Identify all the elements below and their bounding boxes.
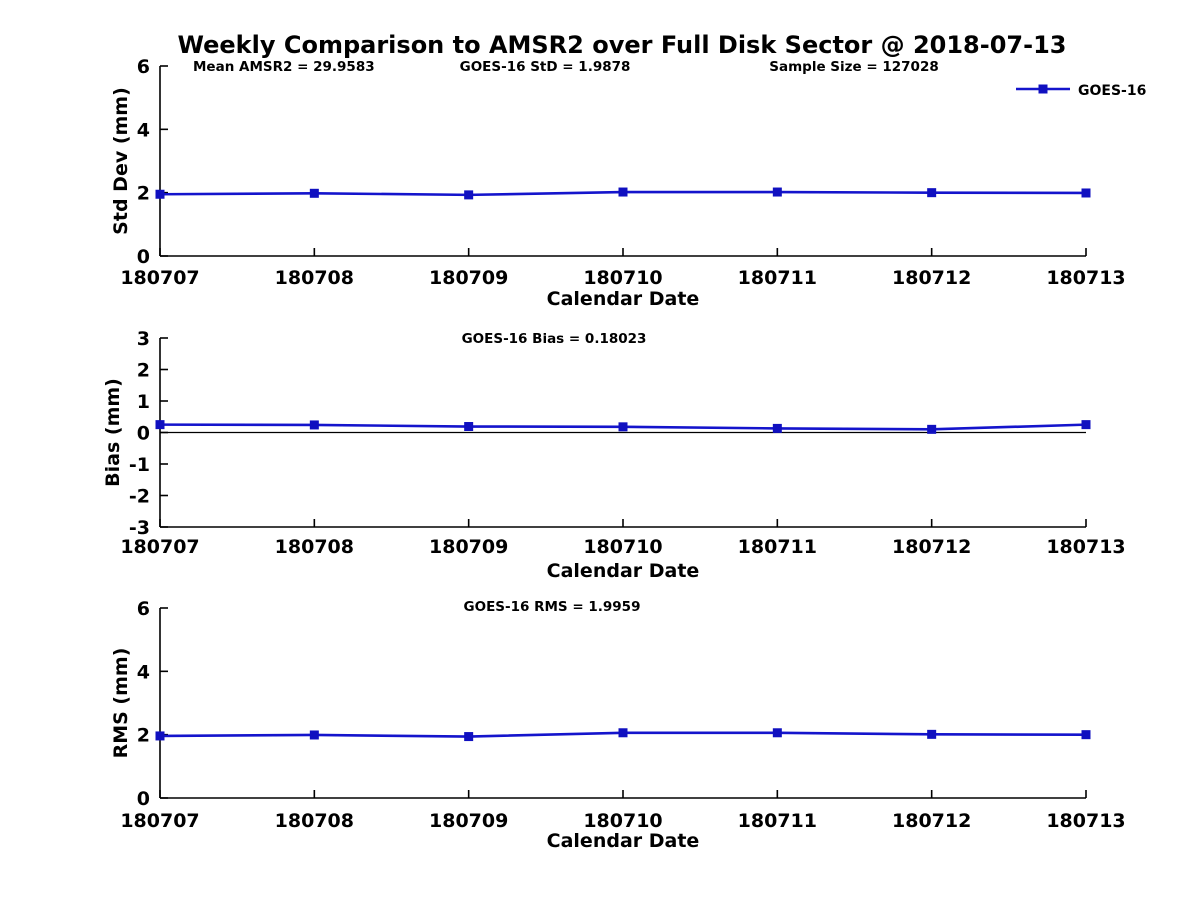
x-tick-label: 180712 — [892, 536, 971, 558]
data-point-marker — [927, 188, 937, 198]
data-point-marker — [772, 423, 782, 433]
legend-label: GOES-16 — [1078, 83, 1146, 99]
data-point-marker — [1081, 730, 1091, 740]
data-point-marker — [618, 728, 628, 738]
x-tick-label: 180712 — [892, 267, 971, 289]
subplot-bias: -3 -2 -1 0 1 2 3 180707 180708 180709 180710 180711… — [102, 328, 1126, 582]
x-tick-label: 180711 — [738, 536, 817, 558]
y-tick-label: -3 — [129, 517, 150, 539]
x-tick-label: 180710 — [583, 267, 662, 289]
subplot-rms: 0 2 4 6 180707 180708 180709 180710 180711 180712… — [110, 598, 1126, 852]
y-axis-label: Bias (mm) — [102, 378, 124, 487]
y-tick-label: 6 — [137, 598, 150, 620]
data-point-marker — [772, 187, 782, 197]
x-tick-label: 180709 — [429, 536, 508, 558]
x-tick-label: 180707 — [120, 267, 199, 289]
annotation-text: GOES-16 RMS = 1.9959 — [464, 599, 641, 615]
x-tick-label: 180707 — [120, 536, 199, 558]
data-point-marker — [1081, 420, 1091, 430]
y-tick-label: 4 — [137, 119, 150, 141]
x-axis-label: Calendar Date — [547, 560, 700, 582]
data-point-marker — [309, 730, 319, 740]
y-tick-label: 6 — [137, 56, 150, 78]
y-tick-label: 1 — [137, 391, 150, 413]
x-tick-label: 180710 — [583, 536, 662, 558]
data-point-marker — [464, 422, 474, 432]
data-point-marker — [155, 420, 165, 430]
annotation-text: GOES-16 StD = 1.9878 — [460, 59, 631, 75]
data-point-marker — [772, 728, 782, 738]
data-point-marker — [155, 189, 165, 199]
x-tick-label: 180708 — [275, 536, 354, 558]
subplot-std-dev: 0 2 4 6 180707 180708 180709 180710 180711 180712… — [110, 56, 1146, 310]
annotation-text: GOES-16 Bias = 0.18023 — [462, 331, 647, 347]
data-point-marker — [464, 732, 474, 742]
x-tick-label: 180708 — [275, 810, 354, 832]
data-point-marker — [927, 729, 937, 739]
y-tick-label: 3 — [137, 328, 150, 350]
x-tick-label: 180713 — [1046, 810, 1125, 832]
y-tick-label: -2 — [129, 486, 150, 508]
x-tick-label: 180713 — [1046, 267, 1125, 289]
x-tick-label: 180710 — [583, 810, 662, 832]
x-axis-label: Calendar Date — [547, 830, 700, 852]
y-axis-label: RMS (mm) — [110, 648, 132, 759]
x-tick-label: 180711 — [738, 267, 817, 289]
y-tick-label: 2 — [137, 360, 150, 382]
data-point-marker — [155, 731, 165, 741]
y-tick-label: -1 — [129, 454, 150, 476]
y-tick-label: 0 — [137, 423, 150, 445]
y-tick-label: 0 — [137, 788, 150, 810]
x-tick-label: 180709 — [429, 810, 508, 832]
legend-marker-sample — [1038, 84, 1048, 94]
y-tick-label: 2 — [137, 725, 150, 747]
data-point-marker — [309, 420, 319, 430]
y-axis-label: Std Dev (mm) — [110, 87, 132, 235]
annotation-text: Mean AMSR2 = 29.9583 — [193, 59, 375, 75]
y-tick-label: 2 — [137, 183, 150, 205]
y-tick-label: 0 — [137, 246, 150, 268]
x-tick-label: 180711 — [738, 810, 817, 832]
data-point-marker — [618, 187, 628, 197]
legend: GOES-16 — [1016, 83, 1146, 99]
data-point-marker — [309, 188, 319, 198]
data-point-marker — [927, 424, 937, 434]
data-point-marker — [618, 422, 628, 432]
x-tick-label: 180707 — [120, 810, 199, 832]
data-point-marker — [464, 190, 474, 200]
x-axis-label: Calendar Date — [547, 288, 700, 310]
y-tick-label: 4 — [137, 661, 150, 683]
x-tick-label: 180712 — [892, 810, 971, 832]
x-tick-label: 180709 — [429, 267, 508, 289]
annotation-text: Sample Size = 127028 — [769, 59, 938, 75]
x-tick-label: 180708 — [275, 267, 354, 289]
x-tick-label: 180713 — [1046, 536, 1125, 558]
figure-title: Weekly Comparison to AMSR2 over Full Dis… — [177, 31, 1067, 59]
data-point-marker — [1081, 188, 1091, 198]
